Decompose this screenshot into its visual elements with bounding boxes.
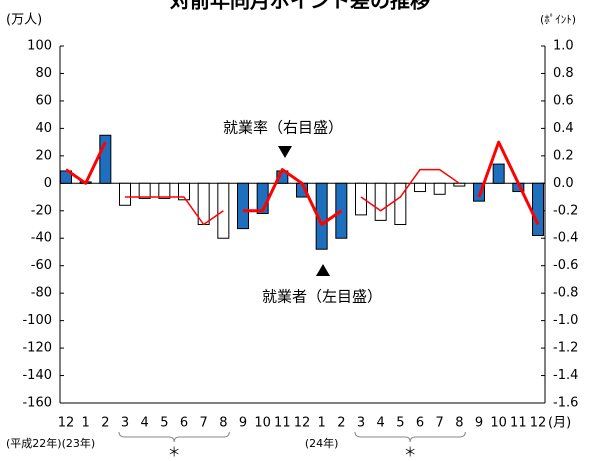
y-tick-label: -20 xyxy=(31,203,52,218)
y2-tick-label: -1.6 xyxy=(553,396,578,411)
y2-tick-label: -1.4 xyxy=(553,368,578,383)
x-tick-label: 10 xyxy=(254,416,271,431)
y2-tick-label: -0.8 xyxy=(553,286,578,301)
bar xyxy=(158,182,171,199)
y2-tick-label: -0.6 xyxy=(553,258,578,273)
arrow xyxy=(316,264,330,276)
x-tick-label: 3 xyxy=(357,416,365,431)
bar xyxy=(394,182,407,225)
y2-tick-label: 1.0 xyxy=(553,39,574,54)
bar xyxy=(178,182,190,201)
x-tick-label: 11 xyxy=(274,416,291,431)
x-tick-label: 1 xyxy=(318,416,326,431)
brace xyxy=(354,431,466,443)
bar xyxy=(374,182,387,221)
x-axis-label: (月) xyxy=(548,416,571,431)
x-tick-label: 2 xyxy=(337,416,345,431)
y-tick-label: -40 xyxy=(31,231,52,246)
bar xyxy=(119,182,131,206)
y2-axis-label: (ﾎﾟｲﾝﾄ) xyxy=(540,13,576,26)
y2-tick-label: 0.6 xyxy=(553,93,574,108)
x-tick-label: 8 xyxy=(219,416,227,431)
x-tick-label: 9 xyxy=(239,416,247,431)
y2-tick-label: 0.8 xyxy=(553,66,574,81)
year-label: (平成22年)(23年) xyxy=(6,436,95,450)
bar xyxy=(433,182,446,195)
y2-tick-label: 0.4 xyxy=(553,121,574,136)
y-tick-label: 100 xyxy=(27,39,52,54)
x-tick-label: 12 xyxy=(294,416,311,431)
y-tick-label: 20 xyxy=(35,148,52,163)
y-tick-label: 0 xyxy=(44,176,52,191)
y2-tick-label: -1.2 xyxy=(553,341,578,356)
x-tick-label: 9 xyxy=(475,416,483,431)
y-tick-label: -80 xyxy=(31,286,52,301)
y-tick-label: 80 xyxy=(35,66,52,81)
y-tick-label: 60 xyxy=(35,93,52,108)
y-tick-label: -160 xyxy=(22,396,52,411)
bar xyxy=(138,182,151,199)
y-tick-label: 40 xyxy=(35,121,52,136)
x-tick-label: 2 xyxy=(101,416,109,431)
x-tick-label: 7 xyxy=(436,416,444,431)
x-tick-label: 4 xyxy=(141,416,149,431)
y2-tick-label: 0.0 xyxy=(553,176,574,191)
x-tick-label: 4 xyxy=(377,416,385,431)
x-tick-label: 3 xyxy=(121,416,129,431)
line xyxy=(125,168,460,226)
bar xyxy=(453,182,466,187)
y2-tick-label: -0.2 xyxy=(553,203,578,218)
estimate-mark: ＊ xyxy=(404,446,417,461)
x-tick-label: 7 xyxy=(200,416,208,431)
brace xyxy=(118,431,230,443)
x-tick-label: 8 xyxy=(455,416,463,431)
x-tick-label: 5 xyxy=(160,416,168,431)
x-tick-label: 6 xyxy=(180,416,188,431)
x-tick-label: 11 xyxy=(510,416,527,431)
estimate-mark: ＊ xyxy=(168,446,181,461)
annotation: 就業者（左目盛） xyxy=(262,288,382,306)
y2-tick-label: -0.4 xyxy=(553,231,578,246)
arrow xyxy=(278,146,292,158)
bar xyxy=(237,182,249,230)
y-tick-label: -120 xyxy=(22,341,52,356)
bar xyxy=(414,182,426,193)
x-tick-label: 10 xyxy=(490,416,507,431)
y-axis-label: (万人) xyxy=(6,13,42,28)
x-tick-label: 5 xyxy=(396,416,404,431)
bar xyxy=(99,134,112,184)
y-tick-label: -100 xyxy=(22,313,52,328)
y2-tick-label: 0.2 xyxy=(553,148,574,163)
y-tick-label: -140 xyxy=(22,368,52,383)
y2-tick-label: -1.0 xyxy=(553,313,578,328)
x-tick-label: 12 xyxy=(58,416,75,431)
annotation: 就業率（右目盛） xyxy=(223,119,343,137)
x-tick-label: 1 xyxy=(82,416,90,431)
bar xyxy=(532,182,544,236)
y-tick-label: -60 xyxy=(31,258,52,273)
chart-title: 対前年同月ポイント差の推移 xyxy=(169,0,430,13)
bar xyxy=(492,163,505,184)
year-label: (24年) xyxy=(305,436,339,450)
line xyxy=(65,140,540,226)
bar xyxy=(473,182,485,202)
bar xyxy=(355,182,367,216)
x-tick-label: 12 xyxy=(530,416,547,431)
x-tick-label: 6 xyxy=(416,416,424,431)
